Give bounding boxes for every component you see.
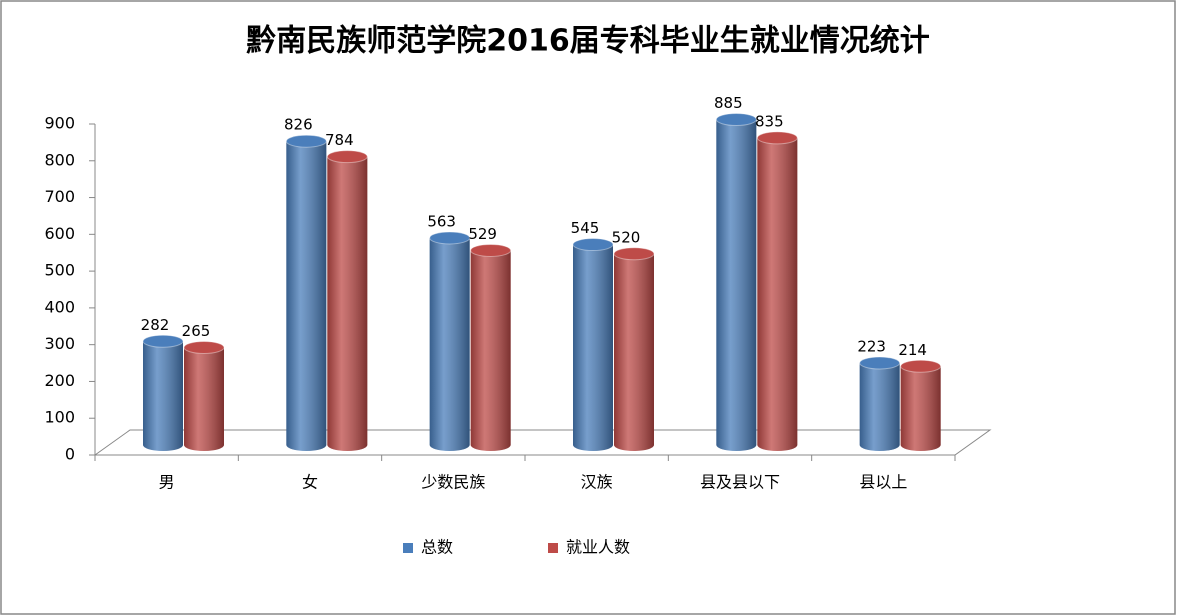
- value-label: 545: [571, 219, 600, 237]
- bar-top: [183, 341, 225, 355]
- legend-marker: [403, 543, 413, 553]
- x-tick-label: 汉族: [581, 473, 613, 492]
- bar-top: [715, 113, 757, 127]
- bar-shade: [184, 347, 224, 451]
- value-label: 885: [714, 94, 743, 112]
- value-label: 265: [182, 322, 211, 340]
- bar-shade: [143, 341, 183, 451]
- bar-shade: [614, 253, 654, 451]
- value-label: 223: [857, 337, 886, 355]
- legend-marker: [548, 543, 558, 553]
- bar-shade: [327, 156, 368, 452]
- bar-shade: [573, 244, 613, 451]
- y-tick-label: 300: [44, 334, 75, 353]
- value-label: 835: [755, 112, 784, 130]
- y-tick-label: 500: [44, 261, 75, 280]
- bar-shade: [757, 137, 798, 452]
- bar-shade: [859, 362, 900, 452]
- legend-label: 就业人数: [566, 538, 630, 557]
- y-tick-label: 600: [44, 224, 75, 243]
- chart-title: 黔南民族师范学院2016届专科毕业生就业情况统计: [246, 24, 930, 59]
- y-tick-label: 0: [65, 445, 75, 464]
- bar-top: [572, 238, 614, 252]
- bar-top: [142, 334, 184, 348]
- y-tick-label: 900: [44, 114, 75, 133]
- bar-shade: [716, 119, 757, 452]
- x-tick-label: 县及县以下: [700, 473, 780, 492]
- value-label: 214: [898, 341, 927, 359]
- x-tick-label: 少数民族: [421, 473, 485, 492]
- y-tick-label: 700: [44, 187, 75, 206]
- bar-shade: [286, 141, 327, 452]
- bar-top: [429, 231, 471, 245]
- value-label: 282: [141, 316, 170, 334]
- bar-shade: [900, 366, 941, 452]
- value-label: 784: [325, 131, 354, 149]
- floor: [93, 429, 992, 456]
- value-label: 826: [284, 116, 313, 134]
- bar-shade: [470, 250, 511, 452]
- y-tick-label: 800: [44, 150, 75, 169]
- y-tick-label: 400: [44, 297, 75, 316]
- x-tick-label: 男: [159, 473, 175, 492]
- x-tick-label: 县以上: [859, 473, 907, 492]
- bar-top: [285, 134, 327, 148]
- y-tick-label: 100: [44, 408, 75, 427]
- bar-top: [859, 356, 901, 370]
- value-label: 529: [468, 225, 497, 243]
- x-tick-label: 女: [302, 473, 318, 492]
- bar-top: [756, 131, 798, 145]
- value-label: 520: [612, 228, 641, 246]
- bar-top: [470, 243, 512, 257]
- bar-shade: [429, 237, 470, 452]
- bar-top: [326, 150, 368, 164]
- legend-label: 总数: [421, 538, 453, 557]
- value-label: 563: [427, 212, 456, 230]
- bar-top: [613, 247, 655, 261]
- y-tick-label: 200: [44, 371, 75, 390]
- bar-top: [900, 359, 942, 373]
